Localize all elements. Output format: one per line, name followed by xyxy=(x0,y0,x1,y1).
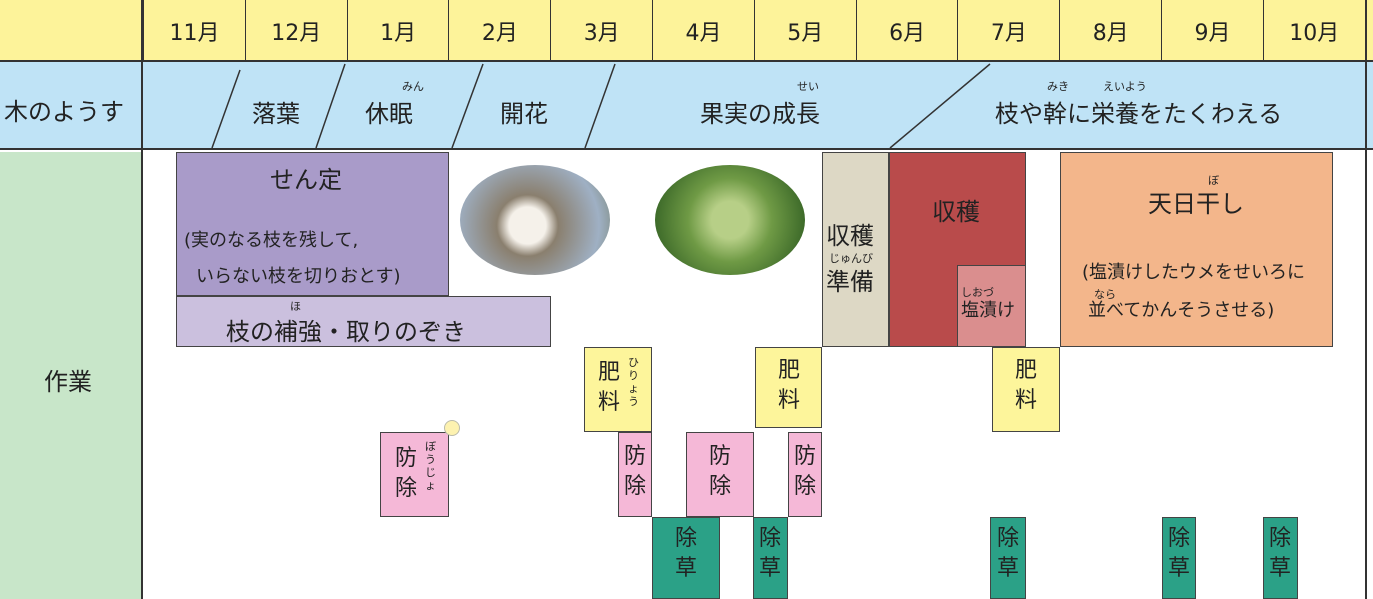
month-cell: 7月 xyxy=(957,0,1059,62)
task-box xyxy=(176,152,449,296)
task-label: 防除 xyxy=(623,444,646,499)
task-box xyxy=(788,432,822,517)
task-label: 肥料 xyxy=(597,360,620,415)
task-label: 防除 xyxy=(394,446,417,501)
ruby: ひりょう xyxy=(628,356,639,408)
task-note: いらない枝を切りおとす) xyxy=(196,266,401,287)
task-box xyxy=(380,432,449,517)
work-label-cell xyxy=(0,152,141,599)
stage: 休眠 xyxy=(365,100,413,128)
task-label: 除草 xyxy=(1167,526,1190,581)
month-label: 7月 xyxy=(990,21,1027,46)
ruby: しおづ xyxy=(961,286,994,299)
task-label: 天日干し xyxy=(1148,190,1244,218)
task-box xyxy=(753,517,788,599)
task-box xyxy=(176,296,551,347)
right-border xyxy=(1365,0,1367,599)
task-box xyxy=(957,265,1026,347)
task-box xyxy=(992,347,1060,432)
ruby: なら xyxy=(1094,288,1116,301)
task-label: 除草 xyxy=(996,526,1019,581)
month-label: 10月 xyxy=(1289,21,1340,46)
task-note: (実のなる枝を残して, xyxy=(184,230,359,251)
task-label: 肥料 xyxy=(777,358,800,413)
row-label: 作業 xyxy=(44,368,92,396)
month-cell: 6月 xyxy=(855,0,958,62)
month-cell: 10月 xyxy=(1262,0,1365,62)
month-cell: 12月 xyxy=(244,0,347,62)
month-cell: 8月 xyxy=(1059,0,1161,62)
task-box xyxy=(1162,517,1196,599)
stage: 落葉 xyxy=(252,100,300,128)
ruby: みき xyxy=(1047,80,1069,93)
task-label: 除草 xyxy=(758,526,781,581)
month-label: 9月 xyxy=(1194,21,1231,46)
month-cell: 11月 xyxy=(143,0,245,62)
stage: 枝や幹に栄養をたくわえる xyxy=(995,100,1283,128)
task-label: せん定 xyxy=(270,166,342,194)
task-box xyxy=(1263,517,1298,599)
task-label: 収穫 xyxy=(826,222,874,250)
task-label: 肥料 xyxy=(1014,358,1037,413)
month-cell: 4月 xyxy=(652,0,754,62)
task-label: 防除 xyxy=(793,444,816,499)
month-label: 3月 xyxy=(583,21,620,46)
photo-fruit xyxy=(655,165,805,275)
task-box xyxy=(686,432,754,517)
task-label: 枝の補強・取りのぞき xyxy=(226,318,466,346)
photo-blossom xyxy=(460,165,610,275)
task-label: 収穫 xyxy=(932,198,980,226)
ruby: ぼうじょ xyxy=(425,440,436,492)
task-box xyxy=(652,517,720,599)
month-label: 1月 xyxy=(380,21,417,46)
task-label: 防除 xyxy=(708,444,731,499)
task-label: 塩漬け xyxy=(961,300,1015,321)
task-box xyxy=(584,347,652,432)
month-cell: 1月 xyxy=(346,0,449,62)
task-label: 除草 xyxy=(674,526,697,581)
month-label: 2月 xyxy=(481,21,518,46)
task-note: (塩漬けしたウメをせいろに xyxy=(1082,262,1306,283)
stage: 果実の成長 xyxy=(700,100,820,128)
month-cell: 5月 xyxy=(753,0,856,62)
bulb-icon xyxy=(444,420,460,436)
stage: 開花 xyxy=(500,100,548,128)
task-box xyxy=(755,347,822,428)
task-label: 除草 xyxy=(1268,526,1291,581)
month-label: 12月 xyxy=(271,21,322,46)
tree-row xyxy=(0,62,1373,150)
month-label: 6月 xyxy=(889,21,926,46)
month-cell: 2月 xyxy=(448,0,550,62)
left-divider xyxy=(141,0,143,599)
row-label: 木のようす xyxy=(4,98,124,126)
ruby: じゅんび xyxy=(829,252,873,265)
month-label: 8月 xyxy=(1092,21,1129,46)
task-box xyxy=(1060,152,1333,347)
month-label: 4月 xyxy=(685,21,722,46)
ruby: ほ xyxy=(290,300,301,313)
header-row xyxy=(0,0,1373,62)
month-label: 11月 xyxy=(169,21,220,46)
task-note: 並べてかんそうさせる) xyxy=(1088,300,1275,321)
ruby: えいよう xyxy=(1103,80,1147,93)
ruby: ぼ xyxy=(1208,174,1219,187)
month-label: 5月 xyxy=(787,21,824,46)
ruby: みん xyxy=(402,80,424,93)
task-box xyxy=(822,152,889,347)
task-box xyxy=(618,432,652,517)
month-cell: 9月 xyxy=(1161,0,1263,62)
ruby: せい xyxy=(797,80,819,93)
month-cell: 3月 xyxy=(550,0,652,62)
task-label: 準備 xyxy=(826,268,874,296)
